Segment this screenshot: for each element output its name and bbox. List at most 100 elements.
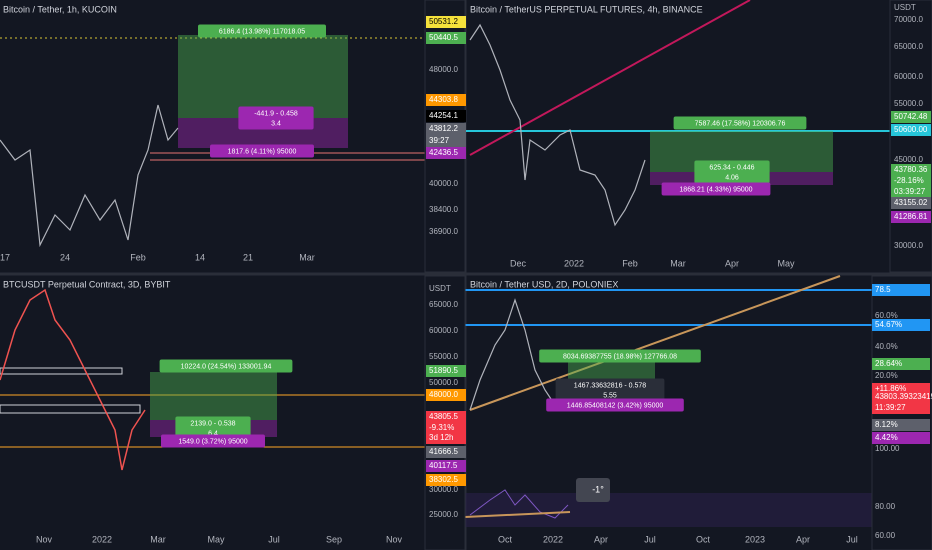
price-label: 43155.02 — [894, 198, 928, 207]
price-label: 44254.1 — [429, 111, 458, 120]
tool-box[interactable] — [576, 478, 610, 502]
panel-title: Bitcoin / Tether USD, 2D, POLONIEX — [470, 279, 618, 289]
target-label-bg — [673, 116, 807, 130]
price-label: 50531.2 — [429, 17, 458, 26]
price-label: 48000.0 — [429, 390, 458, 399]
panel-title: Bitcoin / TetherUS PERPETUAL FUTURES, 4h… — [470, 4, 703, 14]
time-label: Feb — [130, 252, 146, 262]
price-label: 03:39:27 — [894, 187, 926, 196]
price-badge — [426, 147, 466, 159]
price-label: 51890.5 — [429, 366, 458, 375]
zone — [0, 404, 141, 414]
price-label: -9.31% — [429, 423, 454, 432]
price-label: 43780.36 — [894, 165, 928, 174]
price-label: 50440.5 — [429, 33, 458, 42]
time-label: Nov — [36, 534, 53, 544]
price-label: 4.42% — [875, 433, 898, 442]
indicator-line — [469, 489, 569, 519]
time-label: Jul — [644, 534, 656, 544]
stop-label: 1817.6 (4.11%) 95000 — [228, 148, 297, 155]
price-label: 80.00 — [875, 502, 896, 511]
price-label: 42436.5 — [429, 148, 458, 157]
price-label: 38400.0 — [429, 205, 458, 214]
price-badge — [891, 175, 931, 187]
time-label: 2022 — [92, 534, 112, 544]
time-label: 17 — [0, 252, 10, 262]
price-label: 38302.5 — [429, 475, 458, 484]
stop-label-bg — [161, 434, 265, 448]
price-badge — [426, 474, 466, 486]
price-badge — [426, 411, 466, 423]
price-label: 60000.0 — [894, 72, 923, 81]
time-label: Oct — [696, 534, 711, 544]
time-label: Mar — [299, 252, 315, 262]
price-label: 78.5 — [875, 285, 891, 294]
entry-label: 625.34 - 0.446 — [709, 164, 754, 171]
time-label: Apr — [725, 258, 739, 268]
price-badge — [872, 358, 930, 370]
time-label: 14 — [195, 252, 205, 262]
price-badge — [891, 197, 931, 209]
time-label: Jul — [846, 534, 858, 544]
time-label: Feb — [622, 258, 638, 268]
entry-label: 6.4 — [208, 430, 218, 437]
price-label: 30000.0 — [894, 241, 923, 250]
target-zone — [178, 35, 348, 118]
target-label: 10224.0 (24.54%) 133001.94 — [181, 363, 272, 370]
time-label: 24 — [60, 252, 70, 262]
price-badge — [426, 446, 466, 458]
price-label: 41666.5 — [429, 447, 458, 456]
indicator-line — [464, 511, 571, 518]
price-label: 55000.0 — [894, 99, 923, 108]
price-badge — [426, 16, 466, 28]
price-label: 43803.39323419 — [875, 392, 932, 401]
time-label: 21 — [243, 252, 253, 262]
price-badge — [426, 432, 466, 444]
target-label: 7587.46 (17.58%) 120306.76 — [695, 120, 786, 127]
price-line — [0, 288, 146, 471]
price-label: 60.00 — [875, 531, 896, 540]
price-line — [469, 23, 646, 227]
time-label: Oct — [498, 534, 513, 544]
price-badge — [872, 419, 930, 431]
target-label: 6186.4 (13.98%) 117018.05 — [219, 28, 305, 35]
price-label: +11.86% — [875, 384, 906, 393]
stop-label-bg — [546, 398, 684, 412]
trend-line — [469, 0, 751, 156]
price-label: 50742.48 — [894, 112, 928, 121]
zone — [0, 367, 123, 375]
price-badge — [426, 32, 466, 44]
price-label: 3d 12h — [429, 433, 453, 442]
stop-label: 1549.0 (3.72%) 95000 — [178, 438, 247, 445]
price-label: 45000.0 — [894, 155, 923, 164]
entry-label: -441.9 - 0.458 — [254, 110, 298, 117]
trend-line — [469, 275, 841, 411]
price-label: 60000.0 — [429, 326, 458, 335]
time-label: 2022 — [564, 258, 584, 268]
time-label: Apr — [594, 534, 608, 544]
price-label: 39:27 — [429, 136, 450, 145]
entry-label-bg — [555, 378, 665, 402]
stop-label-bg — [210, 144, 314, 158]
price-badge — [426, 135, 466, 147]
price-label: 30000.0 — [429, 485, 458, 494]
price-label: 20.0% — [875, 371, 898, 380]
stop-label: 1446.85408142 (3.42%) 95000 — [567, 402, 664, 409]
time-label: 2022 — [543, 534, 563, 544]
price-label: 43812.2 — [429, 124, 458, 133]
price-label: 100.00 — [875, 444, 900, 453]
price-badge — [426, 422, 466, 434]
price-badge — [891, 211, 931, 223]
price-badge — [872, 284, 930, 296]
time-label: Nov — [386, 534, 403, 544]
price-badge — [872, 391, 930, 403]
price-label: 40000.0 — [429, 179, 458, 188]
panel-title: BTCUSDT Perpetual Contract, 3D, BYBIT — [3, 279, 171, 289]
time-label: Apr — [796, 534, 810, 544]
stop-label: 1868.21 (4.33%) 95000 — [679, 186, 752, 193]
time-label: Dec — [510, 258, 527, 268]
stop-label-bg — [661, 182, 771, 196]
price-badge — [872, 402, 930, 414]
